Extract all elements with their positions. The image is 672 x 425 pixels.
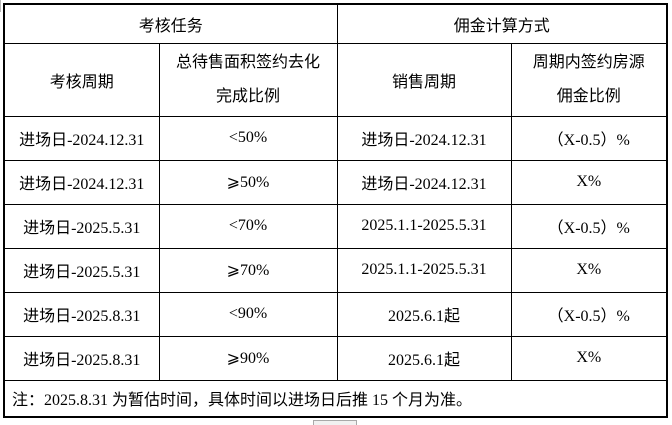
table-note-row: 注：2025.8.31 为暂估时间，具体时间以进场日后推 15 个月为准。	[3, 379, 668, 418]
cell-commission-rate: X%	[510, 247, 668, 293]
cell-commission-rate: （X-0.5）%	[510, 203, 668, 249]
commission-assessment-table: 考核任务 佣金计算方式 考核周期 总待售面积签约去化 完成比例 销售周期 周期内…	[3, 3, 669, 418]
group-header-assessment-task: 考核任务	[3, 3, 338, 44]
col-header-completion-ratio: 总待售面积签约去化 完成比例	[158, 42, 338, 117]
horizontal-scrollbar-thumb[interactable]	[313, 420, 357, 425]
table-group-header-row: 考核任务 佣金计算方式	[3, 3, 668, 44]
table-row: 进场日-2025.5.31 <70% 2025.1.1-2025.5.31 （X…	[3, 203, 668, 249]
cell-commission-rate: X%	[510, 335, 668, 381]
col-header-assessment-period: 考核周期	[3, 42, 160, 117]
cell-assessment-period: 进场日-2024.12.31	[3, 115, 160, 161]
table-row: 进场日-2024.12.31 ⩾50% 进场日-2024.12.31 X%	[3, 159, 668, 205]
col-header-completion-ratio-line2: 完成比例	[216, 88, 281, 105]
table-footnote: 注：2025.8.31 为暂估时间，具体时间以进场日后推 15 个月为准。	[3, 379, 668, 418]
cell-commission-rate: X%	[510, 159, 668, 205]
cell-sales-period: 进场日-2024.12.31	[336, 115, 512, 161]
cell-completion-ratio: <90%	[158, 291, 338, 337]
col-header-commission-rate-line2: 佣金比例	[556, 88, 621, 105]
col-header-commission-rate: 周期内签约房源 佣金比例	[510, 42, 668, 117]
cell-completion-ratio: ⩾70%	[158, 247, 338, 293]
table-row: 进场日-2024.12.31 <50% 进场日-2024.12.31 （X-0.…	[3, 115, 668, 161]
window-edge-artifact	[0, 0, 1, 12]
cell-assessment-period: 进场日-2025.8.31	[3, 335, 160, 381]
cell-commission-rate: （X-0.5）%	[510, 291, 668, 337]
col-header-sales-period: 销售周期	[336, 42, 512, 117]
table-row: 进场日-2025.8.31 <90% 2025.6.1起 （X-0.5）%	[3, 291, 668, 337]
cell-completion-ratio: <70%	[158, 203, 338, 249]
cell-assessment-period: 进场日-2025.5.31	[3, 203, 160, 249]
table-column-header-row: 考核周期 总待售面积签约去化 完成比例 销售周期 周期内签约房源 佣金比例	[3, 42, 668, 117]
cell-sales-period: 2025.1.1-2025.5.31	[336, 247, 512, 293]
cell-sales-period: 进场日-2024.12.31	[336, 159, 512, 205]
cell-sales-period: 2025.6.1起	[336, 335, 512, 381]
group-header-commission-method: 佣金计算方式	[336, 3, 668, 44]
cell-sales-period: 2025.6.1起	[336, 291, 512, 337]
cell-completion-ratio: ⩾50%	[158, 159, 338, 205]
cell-commission-rate: （X-0.5）%	[510, 115, 668, 161]
cell-assessment-period: 进场日-2025.5.31	[3, 247, 160, 293]
cell-sales-period: 2025.1.1-2025.5.31	[336, 203, 512, 249]
col-header-commission-rate-line1: 周期内签约房源	[532, 54, 645, 71]
cell-assessment-period: 进场日-2025.8.31	[3, 291, 160, 337]
cell-completion-ratio: ⩾90%	[158, 335, 338, 381]
table-row: 进场日-2025.5.31 ⩾70% 2025.1.1-2025.5.31 X%	[3, 247, 668, 293]
cell-assessment-period: 进场日-2024.12.31	[3, 159, 160, 205]
cell-completion-ratio: <50%	[158, 115, 338, 161]
table-row: 进场日-2025.8.31 ⩾90% 2025.6.1起 X%	[3, 335, 668, 381]
col-header-completion-ratio-line1: 总待售面积签约去化	[176, 54, 321, 71]
